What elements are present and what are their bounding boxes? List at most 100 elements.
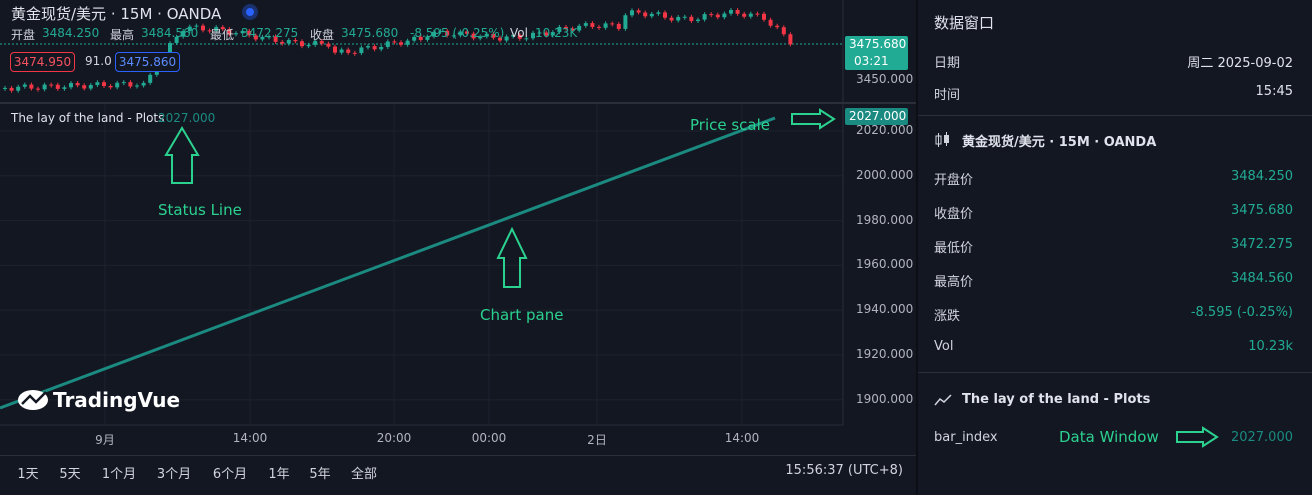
- range-button[interactable]: 5天: [59, 467, 81, 482]
- candle-body: [432, 31, 436, 37]
- candle-body: [9, 87, 14, 91]
- candle-body: [253, 35, 258, 40]
- candle-body: [781, 27, 786, 35]
- candle-body: [42, 84, 47, 90]
- range-button[interactable]: 1天: [17, 467, 39, 482]
- row-value: 周二 2025-09-02: [1187, 56, 1293, 71]
- buy-button[interactable]: 3475.860: [115, 52, 180, 72]
- candle-body: [286, 39, 291, 44]
- y-tick-label: 1960.000: [856, 257, 914, 272]
- chart-canvas: [0, 0, 916, 426]
- range-button[interactable]: 6个月: [212, 467, 248, 482]
- candle-body: [181, 30, 186, 37]
- candle-body: [313, 41, 318, 45]
- candle-body: [564, 26, 568, 29]
- candle-body: [62, 87, 67, 89]
- candle-body: [333, 46, 337, 53]
- candle-body: [247, 30, 252, 36]
- candle-body: [49, 84, 54, 86]
- candle-body: [55, 84, 60, 89]
- row-value: 2027.000: [1230, 430, 1293, 445]
- ohlc-value: 3484.560: [141, 26, 199, 40]
- plot-price-label: 2027.000: [849, 109, 907, 123]
- candle-body: [656, 12, 661, 14]
- candle-body: [524, 38, 529, 40]
- candle-body: [458, 31, 463, 36]
- candle-body: [372, 46, 377, 50]
- candle-body: [531, 32, 535, 39]
- candle-body: [682, 16, 687, 18]
- x-tick-label: 00:00: [471, 431, 507, 445]
- candle-body: [102, 82, 106, 87]
- row-label: bar_index: [934, 430, 998, 445]
- x-tick-label: 14:00: [724, 431, 760, 445]
- candle-body: [385, 41, 390, 47]
- candle-body: [214, 27, 219, 31]
- candle-body: [412, 36, 417, 41]
- candle-body: [88, 85, 93, 89]
- candle-body: [689, 16, 694, 22]
- candle-body: [128, 82, 133, 87]
- candle-body: [722, 13, 727, 18]
- range-button[interactable]: 3个月: [156, 467, 192, 482]
- plot-icon: [934, 394, 952, 406]
- candle-body: [484, 33, 489, 37]
- candle-body: [570, 28, 575, 31]
- candle-body: [187, 26, 192, 31]
- candle-body: [715, 14, 720, 18]
- candle-body: [240, 30, 245, 34]
- candle-body: [207, 30, 212, 32]
- row-value: 3484.560: [1230, 271, 1293, 286]
- y-tick-label: 1980.000: [856, 212, 914, 227]
- candle-body: [597, 26, 601, 28]
- candle-body: [663, 12, 667, 18]
- row-value: 10.23k: [1248, 339, 1293, 354]
- ohlc-value: 3475.680: [341, 26, 399, 40]
- symbol-title: 黄金现货/美元 · 15M · OANDA: [11, 5, 222, 23]
- candle-body: [95, 82, 100, 86]
- x-tick-label: 2日: [587, 433, 607, 447]
- ohlc-label: 收盘: [310, 28, 335, 42]
- candle-body: [75, 83, 80, 86]
- countdown: 03:21: [854, 54, 889, 68]
- candle-body: [326, 43, 331, 47]
- clock[interactable]: 15:56:37 (UTC+8): [785, 463, 903, 478]
- ohlc-value: 3472.275: [241, 26, 299, 40]
- status-title: The lay of the land - Plots: [11, 111, 165, 125]
- candle-body: [623, 15, 628, 29]
- candle-body: [511, 34, 516, 37]
- candle-body: [498, 37, 502, 41]
- y-tick-label: 2000.000: [856, 167, 914, 182]
- candle-body: [742, 13, 747, 17]
- candle-body: [260, 36, 265, 40]
- candle-body: [537, 32, 542, 34]
- plots-title: The lay of the land - Plots: [962, 392, 1151, 407]
- range-button[interactable]: 5年: [309, 467, 331, 482]
- candle-body: [220, 27, 225, 30]
- candle-body: [550, 32, 555, 36]
- x-tick-label: 14:00: [232, 431, 268, 445]
- candle-body: [194, 25, 199, 27]
- candle-body: [293, 39, 298, 42]
- candle-body: [768, 19, 773, 26]
- status-dot: [246, 8, 254, 16]
- range-button[interactable]: 1年: [268, 467, 290, 482]
- row-label: 最高价: [934, 275, 974, 290]
- candle-body: [174, 36, 179, 44]
- ohlc-label: 最低: [210, 28, 235, 42]
- row-value: 3484.250: [1230, 169, 1293, 184]
- sell-button[interactable]: 3474.950: [10, 52, 75, 72]
- ohlc-value: 3484.250: [42, 26, 100, 40]
- candle-body: [135, 85, 139, 87]
- candle-body: [141, 82, 146, 86]
- last-price-box: [845, 36, 908, 70]
- candle-body: [471, 33, 476, 39]
- range-button[interactable]: 1个月: [101, 467, 137, 482]
- candle-body: [366, 46, 370, 48]
- candle-body: [649, 13, 654, 17]
- row-label: Vol: [934, 339, 954, 354]
- range-button[interactable]: 全部: [350, 467, 378, 482]
- candle-body: [425, 36, 430, 40]
- candle-body: [29, 84, 34, 89]
- toolbar-border: [0, 455, 916, 456]
